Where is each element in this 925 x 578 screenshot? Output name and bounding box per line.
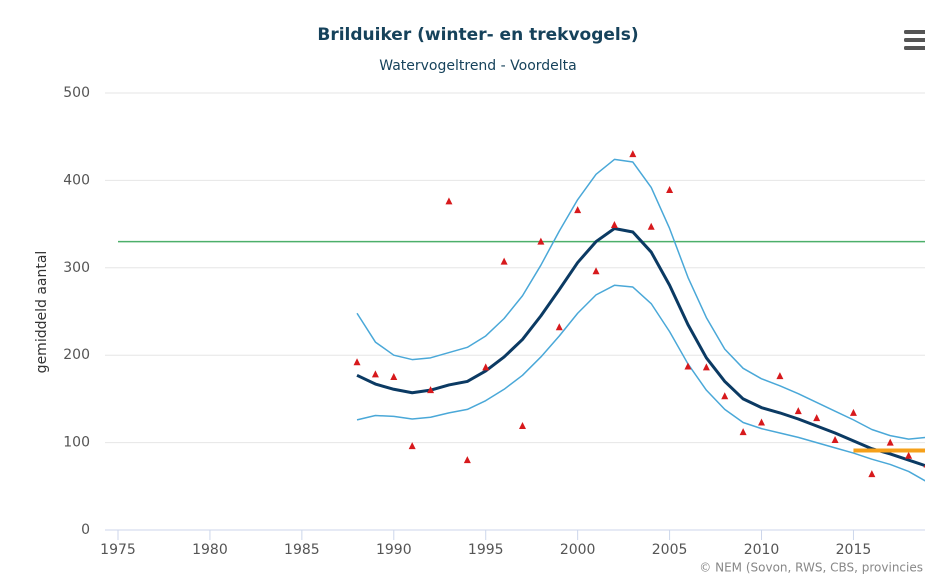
x-tick-label: 1975 — [100, 542, 136, 558]
observation-marker — [666, 186, 674, 194]
observation-marker — [684, 362, 692, 370]
chart-title: Brilduiker (winter- en trekvogels) — [317, 25, 638, 45]
observation-marker — [537, 237, 545, 245]
x-tick-label: 2010 — [744, 542, 780, 558]
observation-marker — [574, 206, 582, 214]
observation-marker — [905, 451, 913, 459]
observation-marker — [758, 418, 766, 426]
x-tick-label: 2015 — [836, 542, 872, 558]
observation-marker — [353, 358, 361, 366]
observation-marker — [445, 197, 453, 205]
y-axis-label: gemiddeld aantal — [34, 251, 50, 374]
observation-marker — [702, 363, 710, 371]
observation-marker — [813, 414, 821, 422]
observation-marker — [408, 442, 416, 450]
observation-marker — [463, 456, 471, 464]
observation-marker — [868, 470, 876, 478]
y-tick-label: 200 — [63, 347, 90, 363]
observation-marker — [739, 428, 747, 436]
menu-bar — [904, 38, 925, 42]
y-tick-label: 300 — [63, 260, 90, 276]
observation-marker — [629, 150, 637, 158]
y-tick-label: 100 — [63, 435, 90, 451]
series-line — [356, 158, 925, 440]
x-tick-label: 2000 — [560, 542, 596, 558]
observation-marker — [610, 220, 618, 228]
credits: © NEM (Sovon, RWS, CBS, provincies — [699, 561, 923, 575]
observation-marker — [647, 222, 655, 230]
observation-marker — [592, 267, 600, 275]
observation-marker — [500, 257, 508, 265]
x-tick-label: 1995 — [468, 542, 504, 558]
x-tick-label: 2005 — [652, 542, 688, 558]
observation-marker — [794, 407, 802, 415]
y-tick-label: 400 — [63, 172, 90, 188]
series-line — [356, 226, 925, 468]
x-tick-label: 1980 — [192, 542, 228, 558]
observation-marker — [886, 438, 894, 446]
y-tick-label: 0 — [81, 522, 90, 538]
observation-marker — [482, 363, 490, 371]
observation-marker — [831, 435, 839, 443]
observation-marker — [776, 372, 784, 380]
x-tick-label: 1990 — [376, 542, 412, 558]
x-tick-label: 1985 — [284, 542, 320, 558]
observation-marker — [390, 373, 398, 381]
chart-subtitle: Watervogeltrend - Voordelta — [379, 58, 576, 74]
observation-marker — [555, 323, 563, 331]
menu-button[interactable] — [904, 30, 925, 50]
observation-marker — [721, 392, 729, 400]
observation-marker — [427, 386, 435, 394]
y-tick-label: 500 — [63, 85, 90, 101]
observation-marker — [371, 370, 379, 378]
menu-bar — [904, 46, 925, 50]
observation-marker — [519, 421, 526, 429]
series-line — [356, 284, 925, 482]
menu-bar — [904, 30, 925, 34]
observation-marker — [849, 408, 857, 416]
